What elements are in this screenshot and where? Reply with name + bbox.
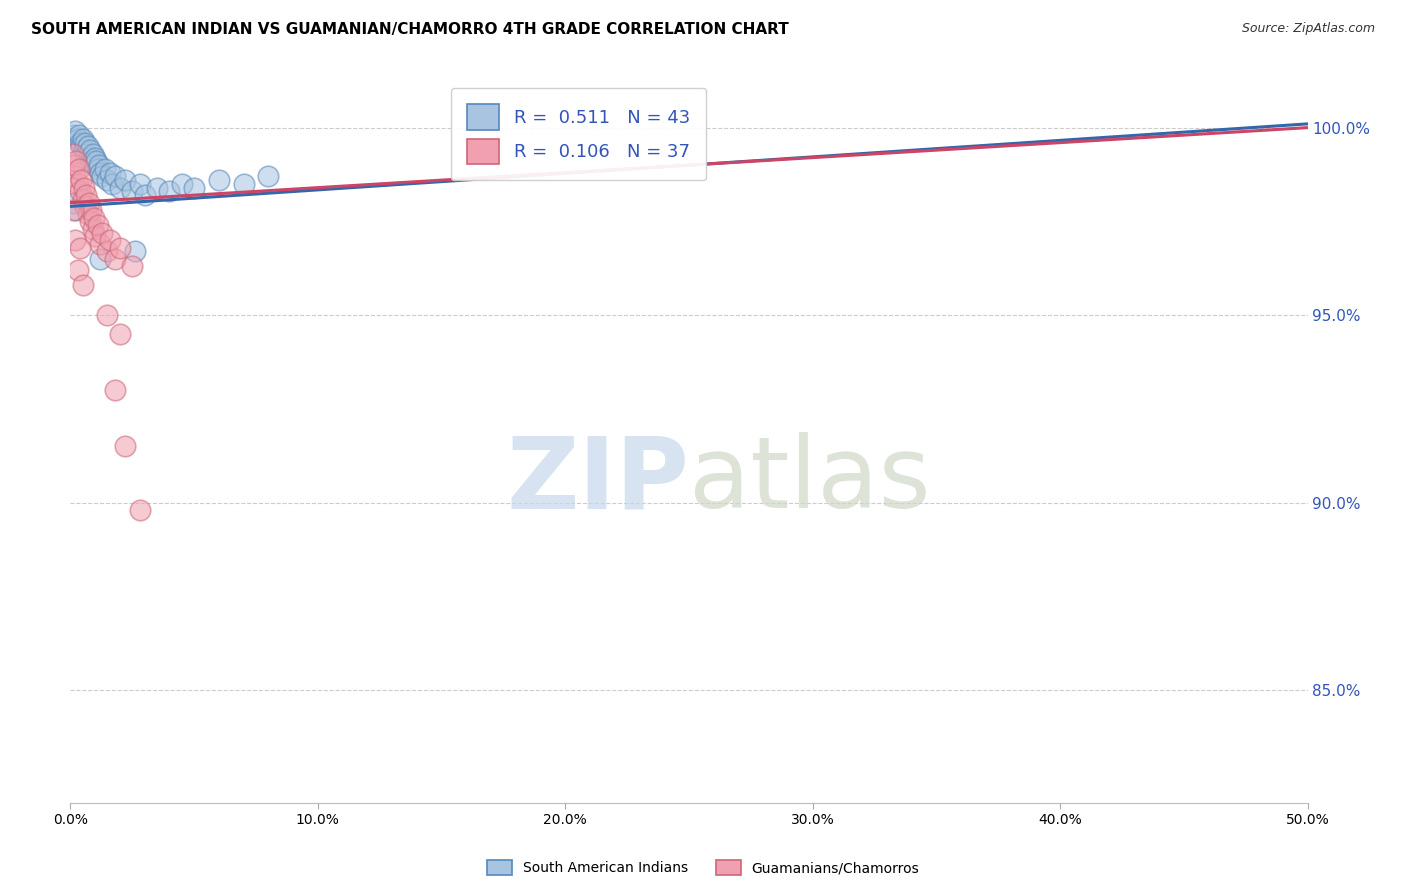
Point: [73, 143, 96, 157]
Point: [84, 151, 107, 165]
Text: ZIP: ZIP: [506, 433, 689, 530]
Point: [208, 173, 231, 187]
Point: [72, 132, 94, 146]
Text: SOUTH AMERICAN INDIAN VS GUAMANIAN/CHAMORRO 4TH GRADE CORRELATION CHART: SOUTH AMERICAN INDIAN VS GUAMANIAN/CHAMO…: [31, 22, 789, 37]
Point: [232, 177, 254, 191]
Point: [66, 177, 89, 191]
Point: [124, 244, 146, 259]
Point: [89, 236, 111, 251]
Point: [67, 161, 90, 176]
Point: [73, 180, 96, 194]
Point: [104, 169, 127, 184]
Point: [157, 185, 180, 199]
Point: [65, 154, 87, 169]
Point: [70, 173, 93, 187]
Point: [96, 308, 118, 322]
Point: [62, 147, 84, 161]
Point: [62, 203, 84, 218]
Point: [69, 136, 91, 150]
Point: [67, 128, 90, 142]
Point: [77, 195, 100, 210]
Point: [79, 143, 101, 157]
Point: [89, 166, 111, 180]
Point: [75, 136, 97, 150]
Point: [83, 211, 105, 225]
Point: [80, 203, 103, 218]
Legend: South American Indians, Guamanians/Chamorros: South American Indians, Guamanians/Chamo…: [481, 855, 925, 880]
Point: [76, 139, 98, 153]
Point: [91, 169, 114, 184]
Point: [89, 252, 111, 266]
Point: [114, 440, 136, 454]
Point: [75, 199, 97, 213]
Point: [65, 169, 87, 184]
Point: [70, 139, 93, 153]
Point: [83, 158, 105, 172]
Point: [257, 169, 280, 184]
Point: [94, 161, 117, 176]
Point: [65, 124, 87, 138]
Point: [79, 214, 101, 228]
Point: [104, 383, 127, 397]
Point: [75, 147, 97, 161]
Point: [72, 192, 94, 206]
Point: [91, 226, 114, 240]
Point: [84, 229, 107, 244]
Point: [63, 158, 86, 172]
Point: [108, 326, 131, 341]
Point: [134, 188, 156, 202]
Point: [87, 158, 110, 172]
Point: [170, 177, 193, 191]
Point: [128, 177, 150, 191]
Point: [128, 503, 150, 517]
Text: atlas: atlas: [689, 433, 931, 530]
Point: [77, 151, 100, 165]
Point: [114, 173, 136, 187]
Text: Source: ZipAtlas.com: Source: ZipAtlas.com: [1241, 22, 1375, 36]
Point: [96, 173, 118, 187]
Point: [66, 263, 89, 277]
Point: [86, 161, 108, 176]
Point: [84, 154, 107, 169]
Point: [82, 147, 104, 161]
Point: [82, 222, 104, 236]
Point: [66, 132, 89, 146]
Point: [108, 241, 131, 255]
Point: [76, 207, 98, 221]
Point: [101, 177, 124, 191]
Point: [72, 278, 94, 293]
Point: [98, 233, 121, 247]
Point: [69, 241, 91, 255]
Point: [63, 195, 86, 210]
Point: [65, 233, 87, 247]
Point: [69, 185, 91, 199]
Point: [86, 218, 108, 232]
Point: [108, 180, 131, 194]
Point: [62, 128, 84, 142]
Point: [98, 166, 121, 180]
Point: [104, 252, 127, 266]
Point: [80, 154, 103, 169]
Point: [121, 260, 143, 274]
Point: [65, 203, 87, 218]
Point: [96, 244, 118, 259]
Legend: R =  0.511   N = 43, R =  0.106   N = 37: R = 0.511 N = 43, R = 0.106 N = 37: [450, 87, 706, 180]
Point: [75, 188, 97, 202]
Point: [121, 185, 143, 199]
Point: [146, 180, 169, 194]
Point: [183, 180, 205, 194]
